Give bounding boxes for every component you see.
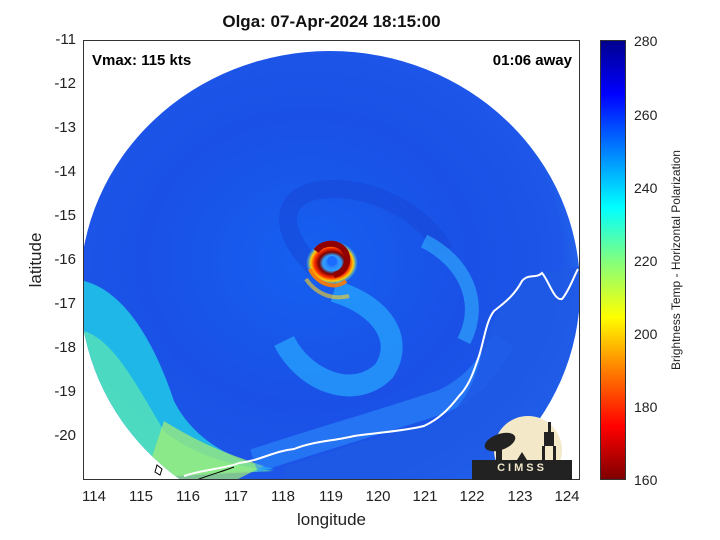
colorbar-tick-label: 160: [634, 472, 658, 488]
x-tick-label: 122: [459, 488, 485, 505]
x-tick-label: 121: [412, 488, 438, 505]
x-tick-label: 124: [554, 488, 580, 505]
y-tick-label: -11: [55, 31, 76, 48]
colorbar-tick-label: 200: [634, 326, 658, 342]
plot-title: Olga: 07-Apr-2024 18:15:00: [222, 12, 441, 31]
island: [154, 464, 163, 476]
cimss-logo: [472, 416, 572, 480]
x-tick-label: 120: [365, 488, 391, 505]
y-tick-label: -15: [54, 207, 76, 224]
x-tick-label: 123: [507, 488, 533, 505]
map-plot-area: [83, 40, 580, 480]
time-away-label: 01:06 away: [492, 52, 572, 69]
coastline-outside: [197, 466, 235, 479]
microwave-swath: [84, 51, 579, 479]
colorbar-tick-label: 260: [634, 107, 658, 123]
x-tick-label: 116: [176, 488, 200, 505]
y-tick-label: -14: [54, 163, 76, 180]
x-tick-label: 114: [82, 488, 106, 505]
x-tick-label: 115: [129, 488, 153, 505]
y-tick-label: -13: [54, 119, 76, 136]
x-axis-label: longitude: [296, 510, 366, 529]
colorbar-tick-label: 240: [634, 180, 658, 196]
vmax-label: Vmax: 115 kts: [92, 52, 192, 69]
y-axis-label: latitude: [26, 232, 45, 288]
x-tick-label: 118: [271, 488, 295, 505]
y-tick-label: -18: [54, 339, 76, 356]
x-tick-label: 117: [224, 488, 248, 505]
colorbar-tick-label: 180: [634, 399, 658, 415]
colorbar: [600, 40, 626, 480]
y-tick-label: -16: [54, 251, 76, 268]
y-tick-label: -20: [54, 427, 76, 444]
colorbar-tick-label: 220: [634, 253, 658, 269]
x-tick-label: 119: [319, 488, 343, 505]
y-tick-label: -19: [54, 383, 76, 400]
y-tick-label: -17: [54, 295, 76, 312]
y-tick-label: -12: [54, 75, 76, 92]
storm-eye: [304, 240, 358, 300]
logo-text: CIMSS: [497, 462, 547, 474]
colorbar-tick-label: 280: [634, 33, 658, 49]
colorbar-label: Brightness Temp - Horizontal Polarizatio…: [669, 150, 683, 370]
coastline: [183, 268, 579, 477]
